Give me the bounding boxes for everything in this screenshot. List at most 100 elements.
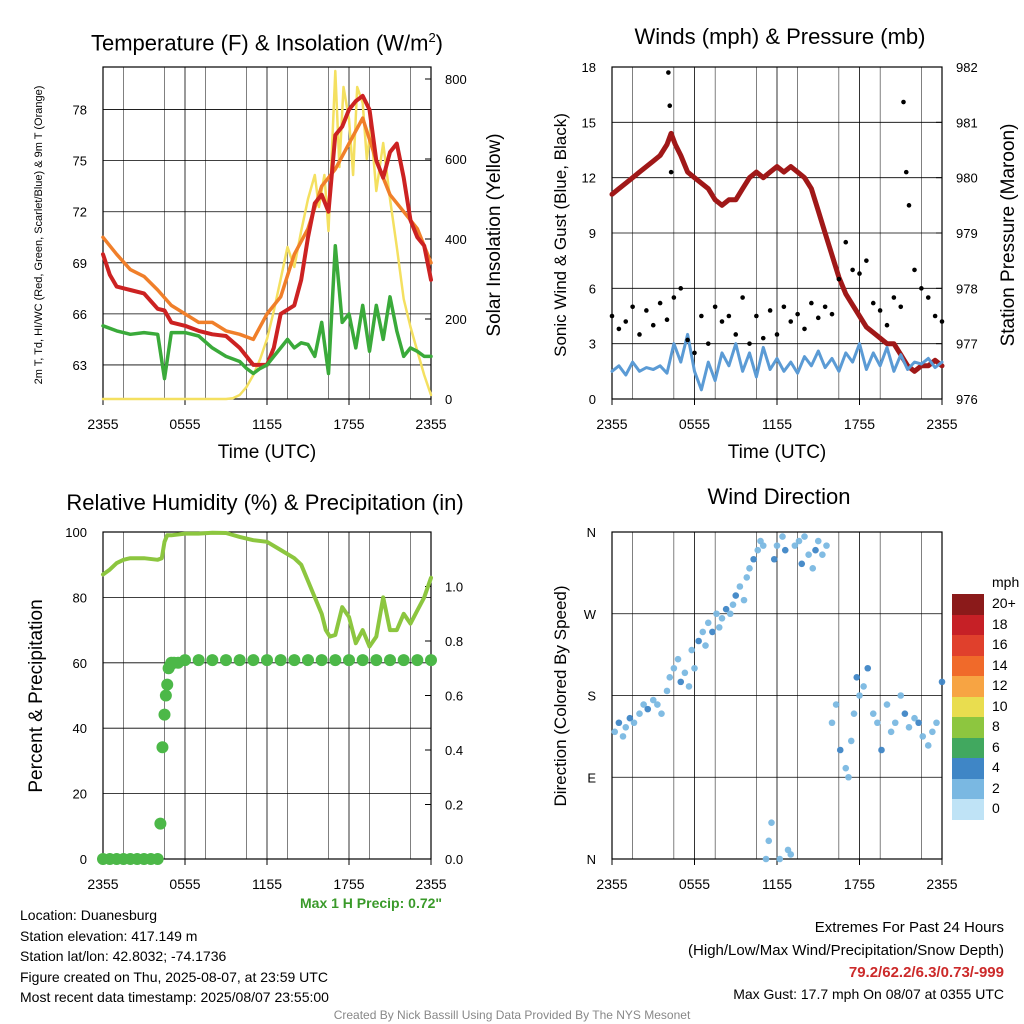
x-tick-label: 1755 [844, 876, 875, 892]
Precipitation-point [343, 654, 355, 667]
Gust-point [884, 322, 890, 328]
Gust-point [760, 335, 766, 341]
legend-swatch [952, 758, 984, 779]
direction-point [663, 687, 671, 695]
direction-point [847, 737, 855, 745]
direction-point [791, 542, 799, 549]
direction-point [746, 565, 753, 572]
direction-point [911, 714, 918, 722]
y-tick-label: 72 [73, 205, 87, 220]
speed-legend: mph 20+ 18 16 14 12 10 8 6 4 2 0 [952, 574, 1022, 824]
winds-x-axis-label: Time (UTC) [728, 442, 827, 463]
direction-point [759, 542, 767, 549]
station-elevation: Station elevation: 417.149 m [20, 927, 198, 944]
direction-point [929, 728, 936, 736]
Gust-point [919, 286, 924, 291]
x-tick-label: 0555 [679, 876, 710, 892]
direction-point [722, 605, 730, 613]
y-tick-label: 0 [80, 852, 87, 867]
plot-frame [102, 531, 432, 860]
temperature-x-axis-label: Time (UTC) [218, 442, 317, 463]
Gust-point [705, 341, 711, 346]
x-tick-label: 2355 [926, 876, 957, 892]
Precipitation-point [206, 654, 219, 667]
y-tick-label: 12 [582, 171, 596, 186]
direction-point [666, 674, 674, 681]
legend-swatch [952, 594, 984, 615]
Precipitation-point [154, 817, 167, 830]
direction-point [630, 719, 638, 727]
Gust-point [836, 276, 842, 282]
Precipitation-point [159, 689, 172, 702]
direction-point [750, 555, 757, 563]
x-tick-label: 0555 [169, 876, 200, 892]
x-tick-label: 2355 [596, 876, 627, 892]
Precipitation-point [156, 741, 169, 754]
Precipitation-point [315, 654, 328, 667]
humidity-chart: Percent & Precipitation 2355 0555 1155 1755… [26, 525, 463, 892]
direction-point [688, 646, 696, 654]
direction-point [685, 683, 693, 690]
direction-point [864, 664, 872, 672]
direction-point [677, 678, 685, 686]
y-tick-label: E [587, 770, 596, 785]
humidity-chart-title: Relative Humidity (%) & Precipitation (i… [66, 490, 464, 515]
figure-created: Figure created on Thu, 2025-08-07, at 23… [20, 968, 328, 985]
x-tick-label: 1755 [333, 876, 364, 892]
legend-swatch [952, 717, 984, 738]
direction-point [615, 719, 623, 727]
station-location: Location: Duanesburg [20, 907, 157, 923]
direction-point [765, 837, 773, 845]
y-tick-label: 69 [73, 256, 87, 271]
Gust-point [657, 300, 663, 306]
x-tick-label: 1755 [333, 416, 364, 432]
direction-point [883, 701, 891, 708]
direction-point [622, 723, 630, 731]
Precipitation-point [384, 654, 396, 667]
Gust-point [668, 169, 674, 175]
Gust-point [774, 332, 780, 337]
rh-series-line [101, 530, 433, 649]
x-tick-label: 1755 [844, 416, 875, 432]
Precipitation-point [233, 654, 246, 667]
Gust-point [754, 313, 759, 319]
direction-point [654, 701, 661, 708]
y-right-tick-label: 977 [956, 337, 978, 352]
y-right-tick-label: 978 [956, 281, 978, 296]
Gust-point [829, 311, 835, 317]
x-tick-label: 0555 [169, 416, 200, 432]
legend-label: 18 [992, 615, 1008, 632]
direction-point [729, 601, 737, 608]
Gust-point [667, 103, 673, 109]
Gust-point [664, 317, 670, 322]
y-right-tick-label: 800 [445, 72, 467, 87]
plot-frame [611, 66, 943, 400]
y-tick-label: 75 [73, 154, 87, 169]
direction-point [801, 533, 808, 540]
direction-point [814, 537, 822, 545]
direction-point [938, 678, 946, 686]
legend-swatch [952, 676, 984, 697]
Gust-point [692, 350, 697, 356]
x-tick-label: 0555 [679, 416, 710, 432]
legend-swatch [952, 614, 984, 636]
direction-point [732, 592, 740, 599]
y-right-tick-label: 1.0 [445, 580, 463, 595]
Precipitation-point [158, 708, 171, 721]
y-tick-label: 66 [73, 307, 87, 322]
y-right-tick-label: 0.0 [445, 852, 463, 867]
direction-point [805, 551, 812, 559]
station-info: Location: Duanesburg Station elevation: … [20, 905, 329, 1008]
direction-point [850, 710, 858, 717]
Precipitation-point [288, 654, 301, 667]
Gust-point [877, 308, 883, 313]
Gust-point [925, 295, 931, 300]
direction-point [845, 773, 852, 781]
direction-point [695, 637, 702, 645]
x-tick-label: 1155 [252, 876, 282, 892]
Gust-point [650, 322, 656, 328]
direction-point [776, 855, 784, 863]
y-tick-label: 15 [582, 115, 596, 130]
Gust-point [637, 332, 642, 337]
plot-frame [102, 66, 432, 400]
